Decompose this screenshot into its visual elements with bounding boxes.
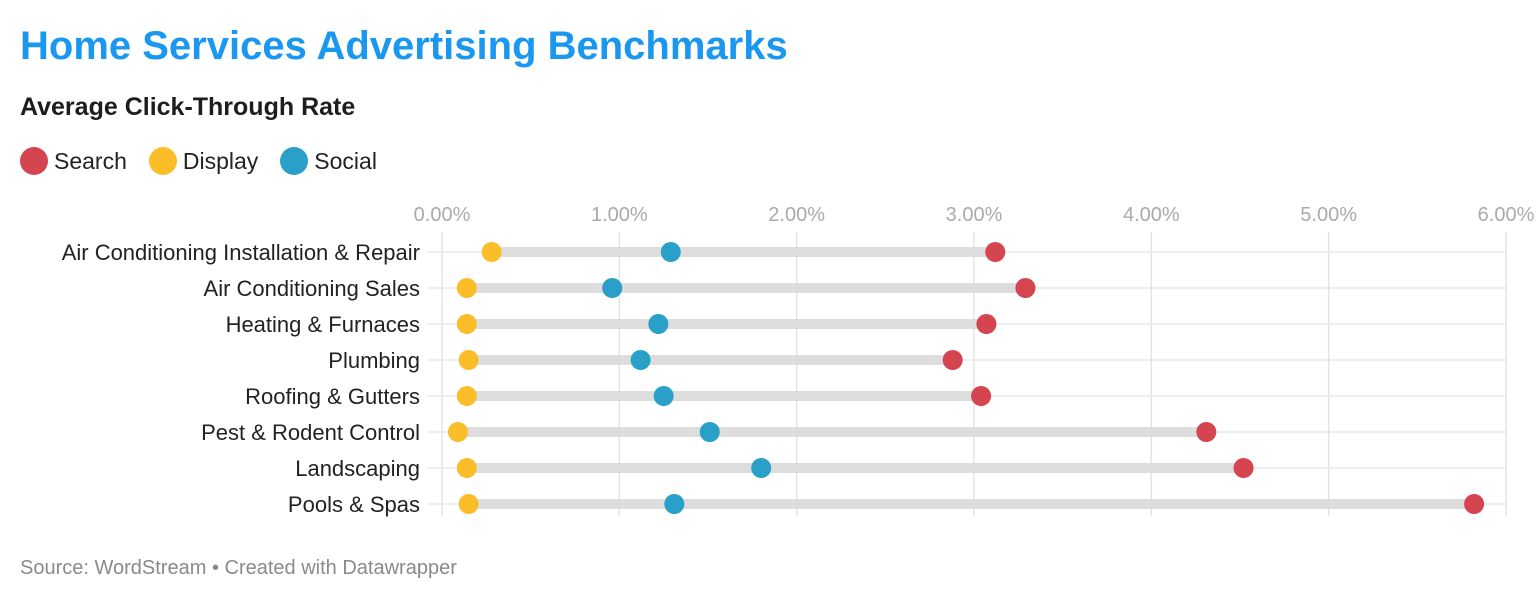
dot-display xyxy=(456,314,477,334)
dot-social xyxy=(602,278,623,298)
legend-label-search: Search xyxy=(54,148,127,174)
x-tick-label: 4.00% xyxy=(1123,204,1180,226)
category-label: Plumbing xyxy=(328,348,420,373)
legend-marker-display xyxy=(148,147,177,175)
chart-title: Home Services Advertising Benchmarks xyxy=(20,24,788,68)
category-label: Air Conditioning Sales xyxy=(204,276,420,301)
dot-display xyxy=(456,458,477,478)
dot-search xyxy=(1196,422,1217,442)
category-label: Heating & Furnaces xyxy=(226,312,420,337)
dot-display xyxy=(458,350,479,370)
legend-item-search: Search xyxy=(20,145,127,177)
dot-display xyxy=(458,494,479,514)
legend-label-display: Display xyxy=(182,148,259,174)
footer: Source: WordStream • Created with Datawr… xyxy=(20,557,457,580)
dot-search xyxy=(1015,278,1036,298)
dot-social xyxy=(630,350,651,370)
category-label: Landscaping xyxy=(295,456,420,481)
footer-separator: • xyxy=(211,557,219,579)
dot-social xyxy=(660,242,681,262)
category-label: Pest & Rodent Control xyxy=(201,420,420,445)
dot-display xyxy=(456,386,477,406)
dot-display xyxy=(481,242,502,262)
x-tick-label: 1.00% xyxy=(591,204,648,226)
x-tick-label: 3.00% xyxy=(946,204,1003,226)
footer-source: Source: WordStream xyxy=(20,557,207,579)
chart-subtitle: Average Click-Through Rate xyxy=(20,93,356,121)
x-tick-label: 2.00% xyxy=(768,204,825,226)
dot-search xyxy=(942,350,963,370)
x-tick-label: 0.00% xyxy=(414,204,471,226)
legend-marker-social xyxy=(280,147,309,175)
footer-created: Created with Datawrapper xyxy=(224,557,457,579)
legend-marker-search xyxy=(20,147,48,175)
dot-social xyxy=(699,422,720,442)
dot-search xyxy=(985,242,1006,262)
category-label: Roofing & Gutters xyxy=(245,384,420,409)
category-label: Air Conditioning Installation & Repair xyxy=(62,240,420,265)
dot-plot-chart: 0.00% 1.00% 2.00% 3.00% 4.00% 5.00% 6.00% Air C… xyxy=(62,204,1535,517)
dot-search xyxy=(976,314,997,334)
legend-label-social: Social xyxy=(314,148,377,174)
dot-search xyxy=(1464,494,1485,514)
legend-item-social: Social xyxy=(280,145,377,177)
dot-display xyxy=(456,278,477,298)
category-label: Pools & Spas xyxy=(288,492,420,517)
dot-social xyxy=(648,314,669,334)
x-tick-label: 6.00% xyxy=(1478,204,1535,226)
legend: Search Display Social xyxy=(20,145,399,177)
dot-search xyxy=(1233,458,1254,478)
dot-social xyxy=(653,386,674,406)
dot-search xyxy=(971,386,992,406)
dot-social xyxy=(664,494,685,514)
x-tick-label: 5.00% xyxy=(1300,204,1357,226)
dot-display xyxy=(447,422,468,442)
dot-social xyxy=(751,458,772,478)
legend-item-display: Display xyxy=(148,145,259,177)
